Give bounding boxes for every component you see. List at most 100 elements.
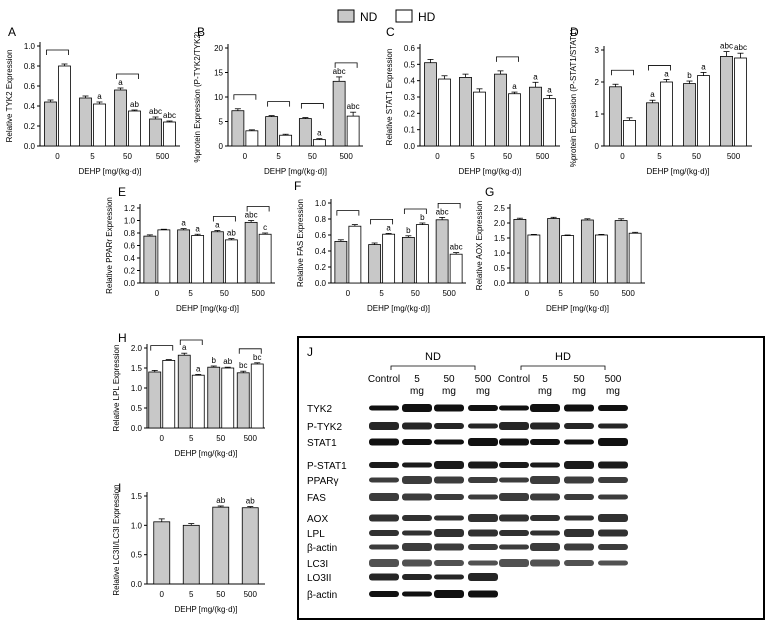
panel-letter-A: A [8,25,16,39]
x-tick-label: 0 [160,434,165,443]
blot-band [434,476,464,484]
blot-band [499,544,529,550]
significance-label: a [650,90,655,99]
comparison-bracket [437,203,461,209]
comparison-bracket [212,216,236,222]
bar-nd [153,521,171,585]
blot-group-bracket [390,365,476,370]
blot-lane-label: mg [538,386,552,397]
bar-nd [334,240,348,284]
y-axis-label: Relative LC3II/LC3I Expression [112,484,121,595]
x-tick-label: 5 [188,289,193,298]
bar-hd [312,139,326,147]
blot-lane-label: 5 [414,374,420,385]
comparison-bracket [233,94,257,100]
blot-band [564,529,594,537]
x-tick-label: 5 [657,152,662,161]
y-tick-label: 1.5 [494,234,506,243]
significance-label: abc [333,67,346,76]
blot-band [369,573,399,581]
blot-band [369,477,399,483]
x-tick-label: 500 [251,289,265,298]
x-tick-label: 500 [156,152,170,161]
significance-label: abc [347,102,360,111]
blot-band [598,405,628,411]
x-tick-label: 5 [558,289,563,298]
bar-nd [435,219,449,284]
significance-label: a [196,364,201,373]
panel-letter-J: J [307,345,313,359]
significance-label: a [118,78,123,87]
blot-band [468,477,498,483]
bar-hd [508,93,521,147]
blot-band [468,514,498,522]
y-tick-label: 0.5 [494,264,506,273]
comparison-bracket [238,348,262,354]
x-tick-label: 500 [244,590,258,599]
significance-label: b [406,226,411,235]
blot-band [530,515,560,521]
y-tick-label: 1.5 [131,492,143,501]
y-tick-label: 1.2 [124,204,136,213]
y-tick-label: 0.2 [124,267,136,276]
blot-band [530,422,560,430]
significance-label: ab [227,229,236,238]
blot-lane-label: 50 [443,374,455,385]
significance-label: b [420,213,425,222]
blot-band [402,404,432,412]
bar-hd [250,363,264,429]
blot-protein-label: FAS [307,493,326,504]
blot-lane-label: 5 [542,374,548,385]
blot-band [530,404,560,412]
significance-label: a [182,343,187,352]
bar-nd [244,221,258,284]
comparison-bracket [150,345,174,351]
significance-label: a [664,69,669,78]
blot-band [598,461,628,469]
blot-band [402,559,432,567]
blot-band [402,422,432,430]
y-tick-label: 0.2 [315,263,327,272]
x-tick-label: 0 [55,152,60,161]
panel-letter-I: I [118,481,121,495]
y-tick-label: 1.0 [124,217,136,226]
x-tick-label: 500 [536,152,550,161]
blot-band [598,438,628,446]
significance-label: a [317,129,322,138]
x-axis-label: DEHP [mg/(kg·d)] [176,304,239,313]
blot-band [530,439,560,445]
bar-hd [660,81,673,147]
blot-band [499,493,529,501]
blot-band [468,573,498,581]
y-tick-label: 0.0 [124,279,136,288]
blot-band [499,559,529,567]
y-tick-label: 2.0 [131,344,143,353]
blot-lane-label: 500 [475,374,492,385]
y-tick-label: 0.8 [124,229,136,238]
x-tick-label: 0 [346,289,351,298]
blot-protein-label: TYK2 [307,404,332,415]
chart-C: C 0.0 0.1 0.2 0.3 0.4 0.5 0.6 Relative STAT1 Exp… [385,25,560,176]
blot-band [369,438,399,446]
comparison-bracket [267,101,291,107]
bar-hd [594,234,608,284]
blot-band [434,590,464,598]
x-tick-label: 50 [216,590,225,599]
x-axis-label: DEHP [mg/(kg·d)] [367,304,430,313]
blot-band [499,462,529,468]
chart-I: I 0.0 0.5 1.0 1.5 Relative LC3II/LC3I Express… [112,481,265,614]
blot-band [598,514,628,522]
chart-G: G 0.0 0.5 1.0 1.5 2.0 2.5 Relative AOX Expressi… [475,185,645,313]
x-tick-label: 50 [220,289,229,298]
y-tick-label: 1.0 [24,42,36,51]
blot-band [434,461,464,469]
blot-protein-label: AOX [307,514,328,525]
bar-hd [224,239,238,284]
bar-hd [543,98,556,147]
bar-nd [614,220,628,284]
blot-lane-label: Control [498,374,530,385]
blot-band [434,404,464,412]
bar-hd [473,91,486,147]
